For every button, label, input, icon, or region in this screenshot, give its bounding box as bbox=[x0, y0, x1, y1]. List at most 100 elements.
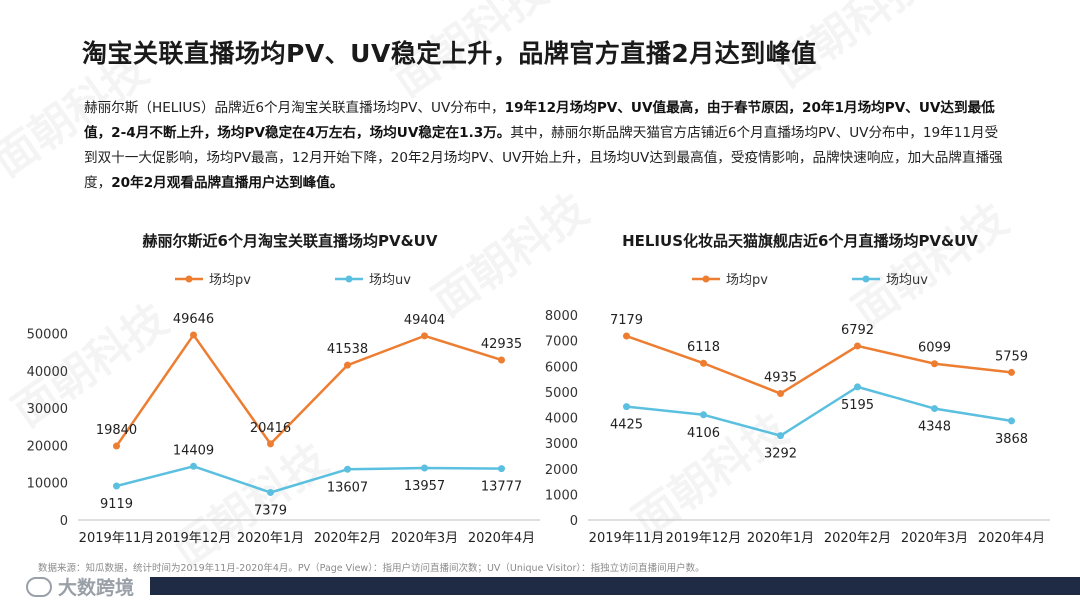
y-tick-label-1: 10000 bbox=[27, 477, 68, 492]
line-chart-tmall: 场均pv 场均uv 0 1000 2000 3000 4000 5000 6000 7000 800… bbox=[545, 273, 1050, 546]
data-point-s0-5 bbox=[498, 356, 505, 364]
series-line-1 bbox=[626, 385, 1012, 437]
data-point-s1-4 bbox=[931, 405, 938, 413]
y-tick-label-0: 0 bbox=[60, 514, 68, 529]
data-label-s1-4: 4348 bbox=[918, 420, 951, 435]
data-label-s1-3: 5195 bbox=[841, 398, 874, 413]
logo-icon bbox=[26, 576, 52, 597]
footer-bar bbox=[150, 577, 1080, 595]
data-point-s0-3 bbox=[854, 342, 861, 350]
y-tick-label-4: 40000 bbox=[27, 365, 68, 380]
x-tick-label-1: 2019年12月 bbox=[156, 531, 232, 546]
description-highlight: 20年2月观看品牌直播用户达到峰值。 bbox=[111, 175, 344, 191]
data-label-s1-5: 3868 bbox=[995, 432, 1028, 447]
series-line-0 bbox=[115, 333, 502, 447]
y-tick-label-7: 7000 bbox=[545, 335, 578, 350]
y-tick-label-5: 50000 bbox=[27, 328, 68, 343]
data-label-s0-1: 6118 bbox=[687, 340, 720, 355]
data-label-s0-1: 49646 bbox=[173, 312, 214, 327]
data-point-s0-0 bbox=[113, 442, 120, 450]
chart-title-left: 赫丽尔斯近6个月淘宝关联直播场均PV&UV bbox=[142, 232, 438, 250]
data-label-s0-5: 42935 bbox=[481, 337, 522, 352]
data-point-s1-3 bbox=[854, 383, 861, 391]
data-label-s1-4: 13957 bbox=[404, 479, 445, 494]
data-point-s1-1 bbox=[190, 462, 197, 470]
description-paragraph: 赫丽尔斯（HELIUS）品牌近6个月淘宝关联直播场均PV、UV分布中，19年12… bbox=[84, 96, 1004, 196]
legend-label-0: 场均pv bbox=[209, 273, 251, 288]
y-tick-label-3: 30000 bbox=[27, 402, 68, 417]
data-point-s1-0 bbox=[113, 482, 120, 490]
data-label-s1-0: 9119 bbox=[100, 497, 133, 512]
data-point-s1-1 bbox=[700, 411, 707, 419]
x-tick-label-4: 2020年3月 bbox=[901, 531, 968, 546]
data-point-s0-2 bbox=[777, 390, 784, 398]
data-point-s1-2 bbox=[267, 488, 274, 496]
page-title: 淘宝关联直播场均PV、UV稳定上升，品牌官方直播2月达到峰值 bbox=[82, 39, 817, 68]
legend-label-1: 场均uv bbox=[369, 273, 411, 288]
x-tick-label-4: 2020年3月 bbox=[391, 531, 458, 546]
data-point-s0-5 bbox=[1008, 368, 1015, 376]
description-highlight: 19年12月场均PV、UV值最高，由于春节原因，20年1月场均PV、UV达到最低… bbox=[84, 100, 995, 141]
x-tick-label-2: 2020年1月 bbox=[237, 531, 304, 546]
series-line-1 bbox=[116, 465, 502, 494]
y-tick-label-4: 4000 bbox=[545, 412, 578, 427]
y-tick-label-8: 8000 bbox=[545, 309, 578, 324]
description-segment: 其中，赫丽尔斯品牌天猫官方店铺近6个月直播场均PV、UV分布中，19年11月受到… bbox=[84, 125, 1003, 191]
legend-label-0: 场均pv bbox=[726, 273, 768, 288]
data-point-s0-4 bbox=[421, 332, 428, 340]
data-label-s0-0: 7179 bbox=[610, 313, 643, 328]
legend-marker-1 bbox=[345, 275, 353, 283]
y-tick-label-2: 2000 bbox=[545, 463, 578, 478]
x-tick-label-0: 2019年11月 bbox=[589, 531, 665, 546]
data-point-s1-5 bbox=[1008, 417, 1015, 425]
brand-logo: 大数跨境 bbox=[26, 573, 134, 600]
data-label-s0-2: 4935 bbox=[764, 371, 797, 386]
x-tick-label-0: 2019年11月 bbox=[79, 531, 155, 546]
description-segment: 赫丽尔斯（HELIUS）品牌近6个月淘宝关联直播场均PV、UV分布中， bbox=[84, 100, 505, 116]
x-tick-label-5: 2020年4月 bbox=[978, 531, 1045, 546]
data-label-s0-4: 49404 bbox=[404, 313, 445, 328]
data-point-s0-3 bbox=[344, 361, 351, 369]
data-point-s1-0 bbox=[623, 403, 630, 411]
data-point-s1-3 bbox=[344, 465, 351, 473]
data-label-s1-0: 4425 bbox=[610, 418, 643, 433]
legend-marker-0 bbox=[185, 275, 193, 283]
y-tick-label-3: 3000 bbox=[545, 437, 578, 452]
y-tick-label-6: 6000 bbox=[545, 360, 578, 375]
data-label-s0-5: 5759 bbox=[995, 349, 1028, 364]
data-label-s1-2: 3292 bbox=[764, 447, 797, 462]
data-source-note: 数据来源：知瓜数据，统计时间为2019年11月-2020年4月。PV（Page … bbox=[38, 563, 705, 574]
y-tick-label-1: 1000 bbox=[545, 488, 578, 503]
chart-title-right: HELIUS化妆品天猫旗舰店近6个月直播场均PV&UV bbox=[622, 232, 978, 250]
data-label-s1-3: 13607 bbox=[327, 480, 368, 495]
data-label-s0-2: 20416 bbox=[250, 421, 291, 436]
data-label-s1-2: 7379 bbox=[254, 503, 287, 518]
x-tick-label-3: 2020年2月 bbox=[314, 531, 381, 546]
data-label-s1-1: 4106 bbox=[687, 426, 720, 441]
data-point-s0-0 bbox=[623, 332, 630, 340]
data-label-s0-4: 6099 bbox=[918, 341, 951, 356]
data-point-s0-4 bbox=[931, 360, 938, 368]
y-tick-label-2: 20000 bbox=[27, 439, 68, 454]
legend-label-1: 场均uv bbox=[886, 273, 928, 288]
x-tick-label-5: 2020年4月 bbox=[468, 531, 535, 546]
data-point-s0-1 bbox=[190, 331, 197, 339]
x-tick-label-1: 2019年12月 bbox=[666, 531, 742, 546]
line-chart-taobao: 场均pv 场均uv 0 10000 20000 30000 40000 50000 2019年1… bbox=[27, 273, 540, 546]
data-point-s1-4 bbox=[421, 464, 428, 472]
y-tick-label-0: 0 bbox=[570, 514, 578, 529]
logo-text: 大数跨境 bbox=[58, 577, 135, 599]
legend-marker-0 bbox=[702, 275, 710, 283]
data-label-s1-5: 13777 bbox=[481, 480, 522, 495]
legend-marker-1 bbox=[862, 275, 870, 283]
data-point-s1-5 bbox=[498, 465, 505, 473]
data-point-s0-2 bbox=[267, 440, 274, 448]
data-point-s1-2 bbox=[777, 432, 784, 440]
data-label-s0-3: 41538 bbox=[327, 342, 368, 357]
data-point-s0-1 bbox=[700, 359, 707, 367]
data-label-s0-3: 6792 bbox=[841, 323, 874, 338]
y-tick-label-5: 5000 bbox=[545, 386, 578, 401]
data-label-s1-1: 14409 bbox=[173, 443, 214, 458]
x-tick-label-3: 2020年2月 bbox=[824, 531, 891, 546]
series-line-0 bbox=[626, 334, 1012, 395]
